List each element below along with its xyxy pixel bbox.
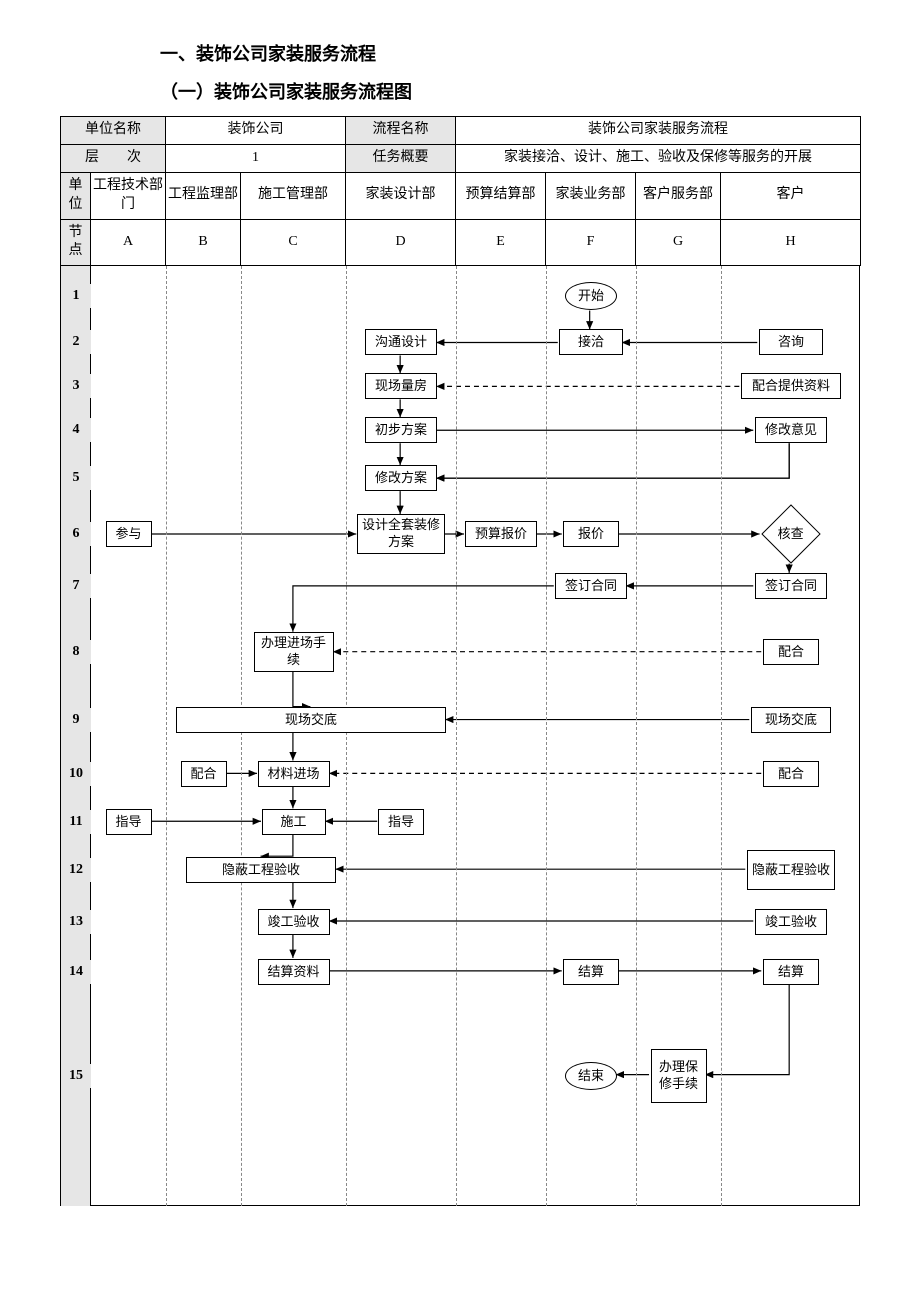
col-H-letter: H <box>721 219 861 266</box>
col-C-label: 施工管理部 <box>241 172 346 219</box>
row-number-5: 5 <box>61 466 91 490</box>
col-F-letter: F <box>546 219 636 266</box>
node-settle_data: 结算资料 <box>258 959 330 985</box>
swimlane-diagram: 123456789101112131415开始咨询接洽沟通设计现场量房配合提供资… <box>60 266 860 1206</box>
sub-title: （一）装饰公司家装服务流程图 <box>160 78 860 104</box>
node-entry_proc: 办理进场手续 <box>254 632 334 672</box>
row-number-7: 7 <box>61 574 91 598</box>
node-material_in: 材料进场 <box>258 761 330 787</box>
node-hidden_chk_c: 隐蔽工程验收 <box>186 857 336 883</box>
node-final_chk_h: 竣工验收 <box>755 909 827 935</box>
col-A-label: 工程技术部门 <box>91 172 166 219</box>
hdr-level-value: 1 <box>166 144 346 172</box>
row-number-13: 13 <box>61 910 91 934</box>
node-sign_f: 签订合同 <box>555 573 627 599</box>
col-B-letter: B <box>166 219 241 266</box>
row-number-2: 2 <box>61 330 91 354</box>
node-contact: 接洽 <box>559 329 623 355</box>
col-G-label: 客户服务部 <box>636 172 721 219</box>
node-verify: 核查 <box>761 505 820 564</box>
col-F-label: 家装业务部 <box>546 172 636 219</box>
node-budget_quote: 预算报价 <box>465 521 537 547</box>
node-guide_a: 指导 <box>106 809 152 835</box>
hdr-task-label: 任务概要 <box>346 144 456 172</box>
node-hidden_chk_h: 隐蔽工程验收 <box>747 850 835 890</box>
node-provide_data: 配合提供资料 <box>741 373 841 399</box>
node-revise: 修改方案 <box>365 465 437 491</box>
row-number-1: 1 <box>61 284 91 308</box>
node-quote: 报价 <box>563 521 619 547</box>
row-number-4: 4 <box>61 418 91 442</box>
hdr-flow-value: 装饰公司家装服务流程 <box>456 117 861 145</box>
node-draft: 初步方案 <box>365 417 437 443</box>
row-number-10: 10 <box>61 762 91 786</box>
col-E-label: 预算结算部 <box>456 172 546 219</box>
node-consult: 咨询 <box>759 329 823 355</box>
col-G-letter: G <box>636 219 721 266</box>
node-warranty: 办理保修手续 <box>651 1049 707 1103</box>
row-number-14: 14 <box>61 960 91 984</box>
col-H-label: 客户 <box>721 172 861 219</box>
node-coop10h: 配合 <box>763 761 819 787</box>
col-C-letter: C <box>241 219 346 266</box>
hdr-flow-label: 流程名称 <box>346 117 456 145</box>
row-number-6: 6 <box>61 522 91 546</box>
node-settle_f: 结算 <box>563 959 619 985</box>
node-comm_design: 沟通设计 <box>365 329 437 355</box>
hdr-unit-label: 单位名称 <box>61 117 166 145</box>
col-D-label: 家装设计部 <box>346 172 456 219</box>
row-number-8: 8 <box>61 640 91 664</box>
node-coop10b: 配合 <box>181 761 227 787</box>
row-number-15: 15 <box>61 1064 91 1088</box>
header-table: 单位名称 装饰公司 流程名称 装饰公司家装服务流程 层 次 1 任务概要 家装接… <box>60 116 861 266</box>
row-number-12: 12 <box>61 858 91 882</box>
node-measure: 现场量房 <box>365 373 437 399</box>
node-start: 开始 <box>565 282 617 310</box>
node-coop8: 配合 <box>763 639 819 665</box>
hdr-level-label: 层 次 <box>61 144 166 172</box>
node-full_design: 设计全套装修方案 <box>357 514 445 554</box>
node-sign_h: 签订合同 <box>755 573 827 599</box>
hdr-unit-value: 装饰公司 <box>166 117 346 145</box>
col-E-letter: E <box>456 219 546 266</box>
node-onsite_brief_c: 现场交底 <box>176 707 446 733</box>
col-B-label: 工程监理部 <box>166 172 241 219</box>
node-end: 结束 <box>565 1062 617 1090</box>
node-onsite_brief_h: 现场交底 <box>751 707 831 733</box>
col-D-letter: D <box>346 219 456 266</box>
row-number-9: 9 <box>61 708 91 732</box>
node-final_chk_c: 竣工验收 <box>258 909 330 935</box>
row-number-3: 3 <box>61 374 91 398</box>
node-settle_h: 结算 <box>763 959 819 985</box>
node-construct: 施工 <box>262 809 326 835</box>
node-feedback: 修改意见 <box>755 417 827 443</box>
hdr-task-value: 家装接洽、设计、施工、验收及保修等服务的开展 <box>456 144 861 172</box>
hdr-unit-col: 单位 <box>61 172 91 219</box>
node-guide_d: 指导 <box>378 809 424 835</box>
node-join: 参与 <box>106 521 152 547</box>
main-title: 一、装饰公司家装服务流程 <box>160 40 860 66</box>
hdr-node-col: 节点 <box>61 219 91 266</box>
col-A-letter: A <box>91 219 166 266</box>
row-number-11: 11 <box>61 810 91 834</box>
